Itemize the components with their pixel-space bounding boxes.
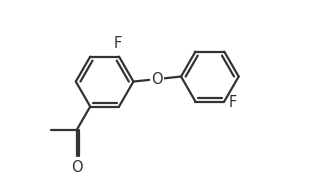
Text: O: O <box>151 72 163 87</box>
Text: O: O <box>71 160 82 175</box>
Text: F: F <box>114 36 122 51</box>
Text: F: F <box>229 95 237 110</box>
